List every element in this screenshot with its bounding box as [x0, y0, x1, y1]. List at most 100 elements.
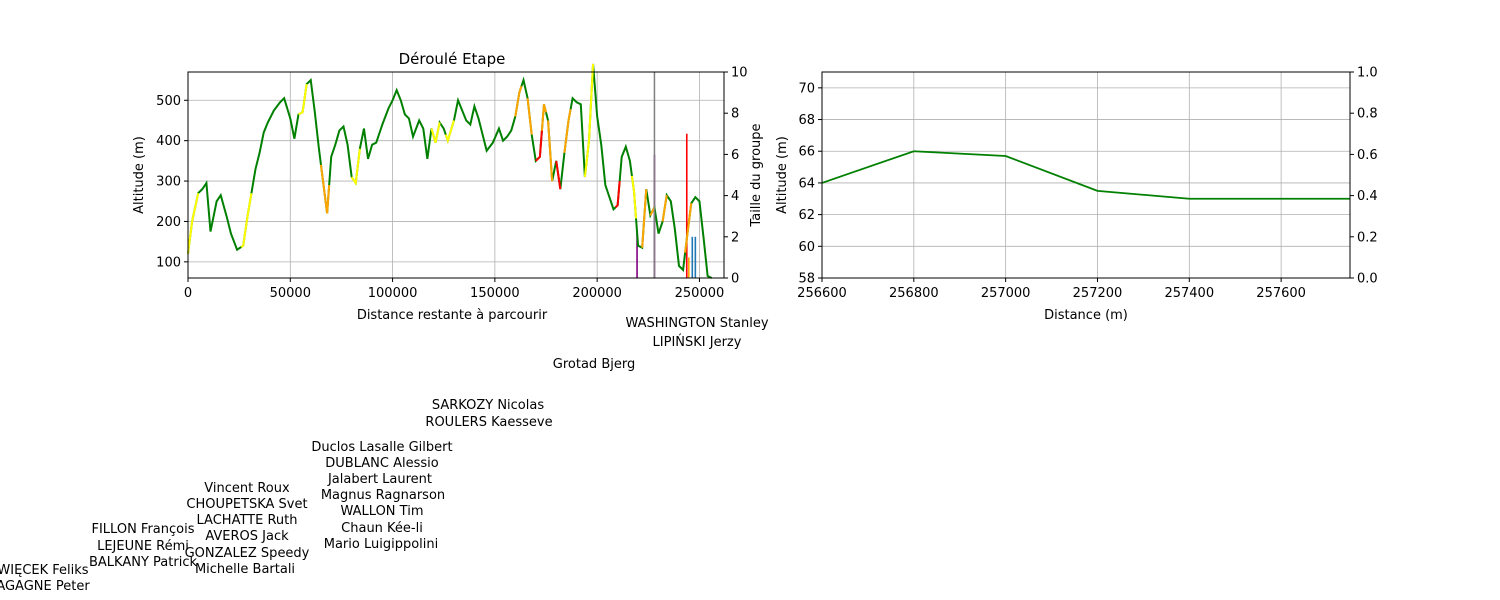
x-tick-label: 100000 — [368, 286, 418, 301]
y2-tick-label: 0.6 — [1357, 148, 1378, 163]
gradient-segment — [641, 189, 648, 248]
y2-tick-label: 2 — [731, 230, 739, 245]
y2-tick-label: 10 — [731, 66, 748, 81]
rider-label: WALLON Tim — [340, 504, 424, 519]
y-tick-label: 58 — [798, 272, 815, 287]
y2-ticks: 0.0 0.2 0.4 0.6 0.8 1.0 — [1350, 66, 1378, 287]
rider-label: BALKANY Patrick — [89, 555, 197, 570]
gradient-segment — [298, 83, 308, 116]
detail-profile-chart: 256600 256800 257000 257200 257400 257600 58 6… — [775, 66, 1378, 324]
grid — [187, 72, 724, 278]
y-tick-label: 68 — [798, 113, 815, 128]
y2-tick-label: 0.0 — [1357, 272, 1378, 287]
chart-title: Déroulé Etape — [399, 50, 506, 68]
rider-label: LACHATTE Ruth — [196, 513, 298, 528]
gradient-segment — [350, 148, 361, 186]
y-ticks: 100 200 300 400 500 — [156, 94, 188, 270]
rider-label: AVEROS Jack — [205, 529, 289, 544]
y2-tick-label: 0.2 — [1357, 230, 1378, 245]
x-tick-label: 256800 — [889, 286, 939, 301]
y2-tick-label: 8 — [731, 107, 739, 122]
rider-label: GONZALEZ Speedy — [184, 546, 310, 561]
plot-frame — [187, 71, 725, 279]
y-tick-label: 300 — [156, 175, 181, 190]
gradient-segment — [630, 175, 638, 219]
gradient-segment — [684, 203, 693, 253]
rider-label: Michelle Bartali — [194, 562, 296, 577]
stage-profile-chart: 0 50000 100000 150000 200000 250000 100200300… — [132, 50, 764, 323]
y-tick-label: 200 — [156, 215, 181, 230]
rider-label: Magnus Ragnarson — [320, 488, 446, 503]
x-tick-label: 150000 — [470, 286, 520, 301]
y2-ticks: 0 2 4 6 8 10 — [724, 66, 748, 287]
rider-label: LIPIŃSKI Jerzy — [652, 335, 742, 350]
x-tick-label: 50000 — [270, 286, 311, 301]
gradient-segment — [547, 120, 554, 182]
y2-tick-label: 0 — [731, 272, 739, 287]
gradient-segment — [240, 193, 253, 248]
rider-label: WASHINGTON Stanley — [625, 316, 769, 331]
rider-label: Grotad Bjerg — [552, 357, 636, 372]
x-tick-label: 257200 — [1073, 286, 1123, 301]
rider-label: Jalabert Laurent — [327, 472, 433, 487]
x-tick-label: 257600 — [1256, 286, 1306, 301]
x-tick-label: 200000 — [572, 286, 622, 301]
x-tick-label: 0 — [184, 286, 192, 301]
x-axis-label: Distance (m) — [1044, 308, 1128, 323]
gradient-segment — [187, 192, 200, 254]
gradient-segment — [430, 122, 441, 143]
y2-tick-label: 4 — [731, 189, 739, 204]
rider-label: LEJEUNE Rémi — [97, 539, 189, 554]
gradient-segment — [444, 120, 455, 144]
y2-tick-label: 0.4 — [1357, 189, 1378, 204]
x-tick-label: 250000 — [675, 286, 725, 301]
rider-label: ROULERS Kaesseve — [425, 415, 553, 430]
y2-tick-label: 0.8 — [1357, 107, 1378, 122]
profile-line — [187, 63, 713, 279]
y-tick-label: 66 — [798, 145, 815, 160]
y-axis-label: Altitude (m) — [775, 136, 790, 214]
gradient-segment — [661, 195, 668, 222]
altitude-line — [821, 150, 1350, 200]
x-ticks: 256600 256800 257000 257200 257400 257600 — [797, 278, 1306, 301]
gradient-segment — [555, 160, 562, 190]
x-axis-label: Distance restante à parcourir — [357, 308, 548, 323]
grid — [821, 72, 1350, 279]
gradient-segment — [319, 164, 331, 214]
rider-label: Chaun Kée-li — [341, 521, 423, 536]
rider-label: FILLON François — [91, 522, 195, 537]
gradient-segment — [514, 85, 523, 117]
y-tick-label: 400 — [156, 134, 181, 149]
rider-label: DUBLANC Alessio — [325, 456, 439, 471]
x-tick-label: 256600 — [797, 286, 847, 301]
y-tick-label: 100 — [156, 255, 181, 270]
x-tick-label: 257400 — [1164, 286, 1214, 301]
y-tick-label: 60 — [798, 240, 815, 255]
y-tick-label: 70 — [798, 81, 815, 96]
gradient-segment — [535, 130, 543, 162]
x-ticks: 0 50000 100000 150000 200000 250000 — [184, 278, 724, 301]
gradient-segment — [563, 109, 572, 153]
rider-label: Duclos Lasalle Gilbert — [311, 440, 453, 455]
y2-tick-label: 1.0 — [1357, 66, 1378, 81]
rider-label: Vincent Roux — [204, 481, 290, 496]
gradient-segment — [526, 98, 533, 135]
y2-tick-label: 6 — [731, 148, 739, 163]
rider-label: WIĘCEK Feliks — [0, 563, 89, 578]
y-tick-label: 62 — [798, 208, 815, 223]
rider-label: Mario Luigippolini — [323, 537, 439, 552]
rider-label: AGAGNE Peter — [0, 579, 90, 594]
x-tick-label: 257000 — [981, 286, 1031, 301]
gradient-segment — [540, 104, 547, 131]
y2-axis-label: Taille du groupe — [749, 123, 764, 227]
plot-frame — [821, 71, 1351, 279]
rider-label: CHOUPETSKA Svet — [186, 497, 308, 512]
y-tick-label: 64 — [798, 176, 815, 191]
rider-label: SARKOZY Nicolas — [431, 398, 545, 413]
gradient-segment — [614, 180, 621, 209]
profile-lines — [187, 63, 713, 279]
y-ticks: 58 60 62 64 66 68 70 — [798, 81, 822, 287]
y-tick-label: 500 — [156, 94, 181, 109]
gradient-segment — [583, 63, 595, 178]
